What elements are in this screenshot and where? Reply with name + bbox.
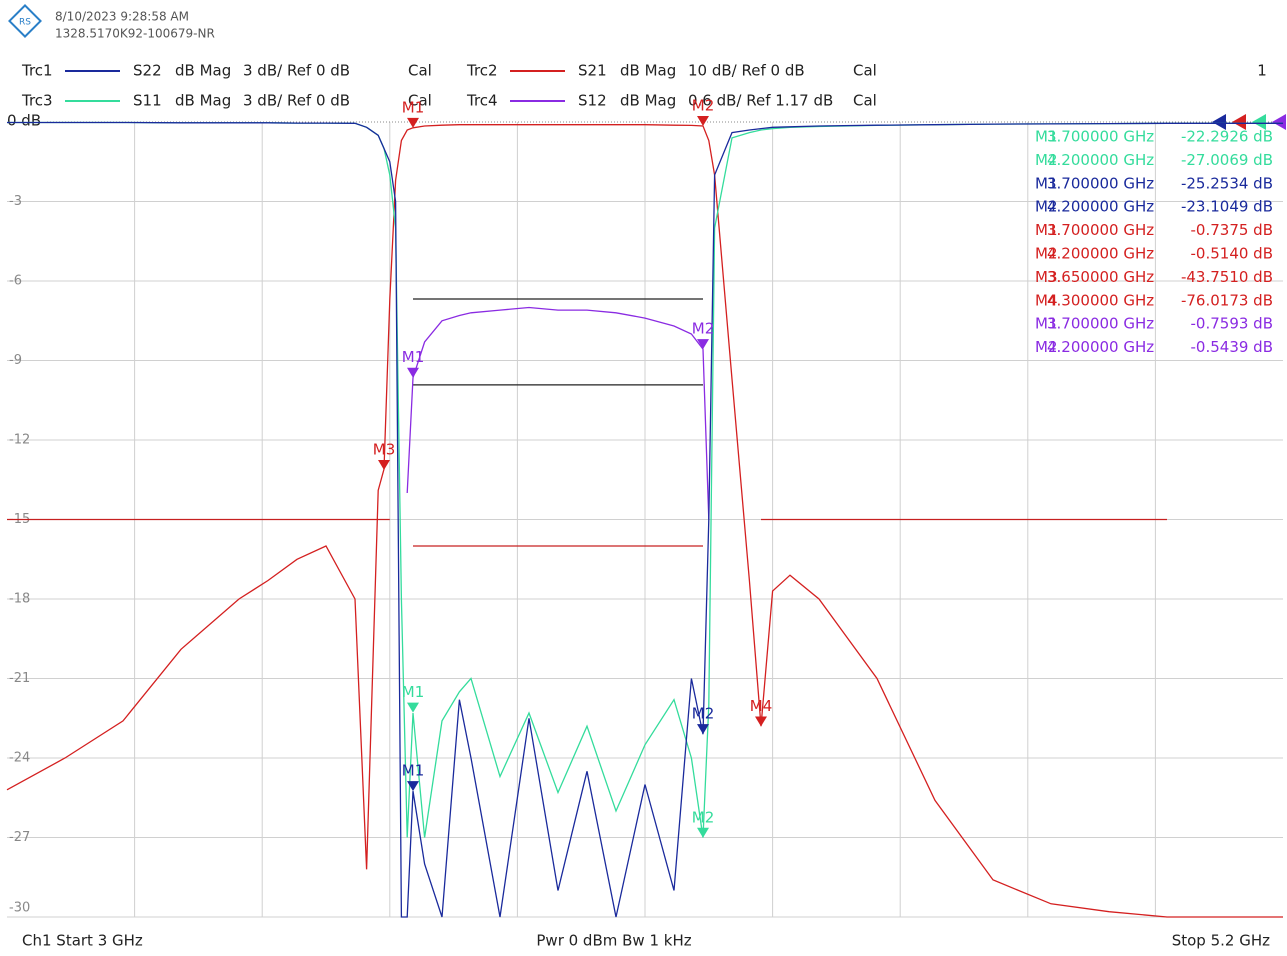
readout-label: M3 — [1035, 268, 1058, 286]
legend-scale: 3 dB/ Ref 0 dB — [243, 62, 350, 80]
readout-freq: 4.200000 GHz — [1047, 151, 1154, 169]
marker — [378, 459, 390, 470]
ref-arrow — [1232, 114, 1246, 130]
readout-freq: 4.200000 GHz — [1047, 245, 1154, 263]
legend-param: S11 — [133, 92, 162, 110]
legend-format: dB Mag — [175, 62, 231, 80]
legend-scale: 0.6 dB/ Ref 1.17 dB — [688, 92, 833, 110]
legend-cal: Cal — [408, 92, 432, 110]
ref-arrow — [1252, 114, 1266, 130]
readout-label: M1 — [1035, 221, 1058, 239]
marker — [697, 339, 709, 350]
start: Ch1 Start 3 GHz — [22, 932, 143, 950]
marker-label: M1 — [402, 98, 425, 116]
readout-label: M1 — [1035, 315, 1058, 333]
legend-cal: Cal — [408, 62, 432, 80]
marker — [407, 117, 419, 128]
readout-freq: 3.700000 GHz — [1047, 315, 1154, 333]
legend-trace: Trc2 — [466, 62, 498, 80]
y-tick-label: -24 — [9, 751, 30, 766]
y-tick-label: -6 — [9, 274, 22, 289]
readout-label: M2 — [1035, 338, 1058, 356]
y-tick-label: -30 — [9, 901, 30, 916]
readout-freq: 4.200000 GHz — [1047, 198, 1154, 216]
readout-value: -25.2534 dB — [1181, 174, 1273, 192]
legend-format: dB Mag — [620, 62, 676, 80]
readout-value: -27.0069 dB — [1181, 151, 1273, 169]
readout-value: -0.5439 dB — [1191, 338, 1273, 356]
logo: RS — [8, 4, 42, 38]
readout-value: -43.7510 dB — [1181, 268, 1273, 286]
readout-freq: 3.700000 GHz — [1047, 221, 1154, 239]
readout-value: -0.7375 dB — [1191, 221, 1273, 239]
marker — [697, 827, 709, 838]
stop: Stop 5.2 GHz — [1172, 932, 1270, 950]
readout-freq: 3.700000 GHz — [1047, 128, 1154, 146]
y-tick-label: -12 — [9, 433, 30, 448]
legend-param: S12 — [578, 92, 607, 110]
readout-freq: 4.300000 GHz — [1047, 291, 1154, 309]
page-number: 1 — [1257, 62, 1267, 80]
marker — [407, 781, 419, 792]
readout-label: M2 — [1035, 245, 1058, 263]
legend-param: S22 — [133, 62, 162, 80]
y-tick-label: -27 — [9, 830, 30, 845]
legend-format: dB Mag — [620, 92, 676, 110]
marker-label: M1 — [402, 762, 425, 780]
readout-label: M1 — [1035, 128, 1058, 146]
readout-label: M2 — [1035, 198, 1058, 216]
marker-label: M2 — [692, 96, 715, 114]
readout-label: M4 — [1035, 291, 1058, 309]
readout-value: -22.2926 dB — [1181, 128, 1273, 146]
trace — [406, 306, 710, 520]
y-tick-label: -9 — [9, 353, 22, 368]
marker-label: M4 — [750, 697, 773, 715]
marker — [755, 716, 767, 727]
y-tick-label: 0 dB — [7, 112, 41, 130]
legend-cal: Cal — [853, 62, 877, 80]
marker — [407, 702, 419, 713]
marker-label: M1 — [402, 683, 425, 701]
legend-param: S21 — [578, 62, 607, 80]
legend-format: dB Mag — [175, 92, 231, 110]
readout-freq: 3.700000 GHz — [1047, 174, 1154, 192]
trace — [6, 124, 1283, 918]
ref-arrow — [1212, 114, 1226, 130]
marker-label: M2 — [692, 808, 715, 826]
date: 8/10/2023 9:28:58 AM — [55, 10, 189, 24]
serial: 1328.5170K92-100679-NR — [55, 27, 215, 41]
y-tick-label: -3 — [9, 194, 22, 209]
readout-label: M2 — [1035, 151, 1058, 169]
marker — [407, 367, 419, 378]
marker — [697, 724, 709, 735]
readout-freq: 3.650000 GHz — [1047, 268, 1154, 286]
marker-label: M2 — [692, 320, 715, 338]
legend-trace: Trc3 — [21, 92, 53, 110]
marker-label: M1 — [402, 348, 425, 366]
trace — [7, 121, 1283, 918]
readout-label: M1 — [1035, 174, 1058, 192]
marker — [697, 115, 709, 126]
svg-text:RS: RS — [19, 18, 31, 28]
readout-value: -23.1049 dB — [1181, 198, 1273, 216]
y-tick-label: -21 — [9, 671, 30, 686]
readout-freq: 4.200000 GHz — [1047, 338, 1154, 356]
readout-value: -0.5140 dB — [1191, 245, 1273, 263]
y-tick-label: -18 — [9, 592, 30, 607]
marker-label: M2 — [692, 705, 715, 723]
legend-scale: 3 dB/ Ref 0 dB — [243, 92, 350, 110]
legend-trace: Trc4 — [466, 92, 498, 110]
readout-value: -0.7593 dB — [1191, 315, 1273, 333]
power: Pwr 0 dBm Bw 1 kHz — [536, 932, 691, 950]
ref-arrow — [1272, 114, 1286, 130]
legend-cal: Cal — [853, 92, 877, 110]
marker-label: M3 — [373, 440, 396, 458]
legend-scale: 10 dB/ Ref 0 dB — [688, 62, 805, 80]
readout-value: -76.0173 dB — [1181, 291, 1273, 309]
legend-trace: Trc1 — [21, 62, 53, 80]
